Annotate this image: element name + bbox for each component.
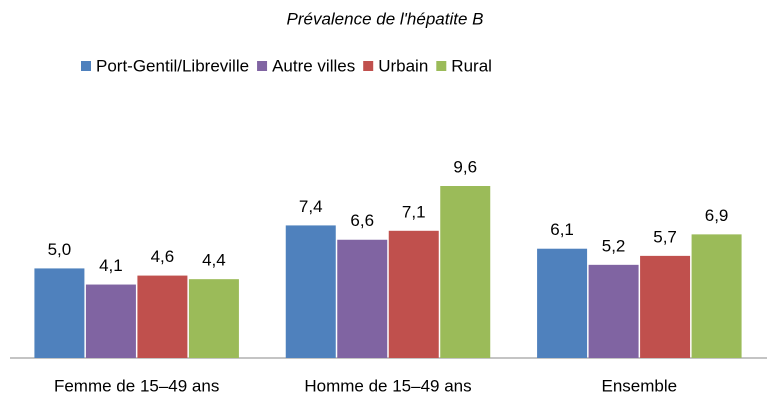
data-label: 6,6 [350, 211, 374, 230]
data-label: 6,1 [550, 220, 574, 239]
data-label: 4,1 [99, 256, 123, 275]
data-label: 6,9 [705, 206, 729, 225]
bar [388, 230, 439, 358]
chart-title: Prévalence de l'hépatite B [287, 9, 484, 28]
data-label: 4,6 [151, 247, 175, 266]
bar [640, 255, 691, 358]
bar [34, 268, 85, 358]
bar [691, 234, 742, 358]
bar [285, 225, 336, 358]
data-label: 5,2 [602, 236, 626, 255]
legend-label: Autre villes [272, 56, 355, 75]
legend-swatch [363, 61, 374, 71]
bar [85, 284, 136, 358]
legend-label: Rural [451, 56, 492, 75]
data-label: 7,4 [299, 197, 323, 216]
bar [188, 279, 239, 358]
x-tick-label: Ensemble [602, 376, 678, 395]
legend-label: Urbain [378, 56, 428, 75]
data-label: 9,6 [453, 157, 477, 176]
bar [537, 248, 588, 358]
legend-swatch [81, 61, 91, 71]
legend-swatch [257, 61, 268, 71]
data-label: 5,0 [48, 240, 72, 259]
bar [588, 264, 639, 358]
bar [337, 239, 388, 358]
data-label: 5,7 [653, 227, 677, 246]
data-label: 4,4 [202, 251, 226, 270]
x-tick-label: Homme de 15–49 ans [304, 376, 471, 395]
data-label: 7,1 [402, 202, 426, 221]
legend-swatch [436, 61, 447, 71]
bar [137, 275, 188, 358]
legend-label: Port-Gentil/Libreville [96, 56, 249, 75]
x-tick-label: Femme de 15–49 ans [54, 376, 219, 395]
bar [440, 186, 491, 358]
